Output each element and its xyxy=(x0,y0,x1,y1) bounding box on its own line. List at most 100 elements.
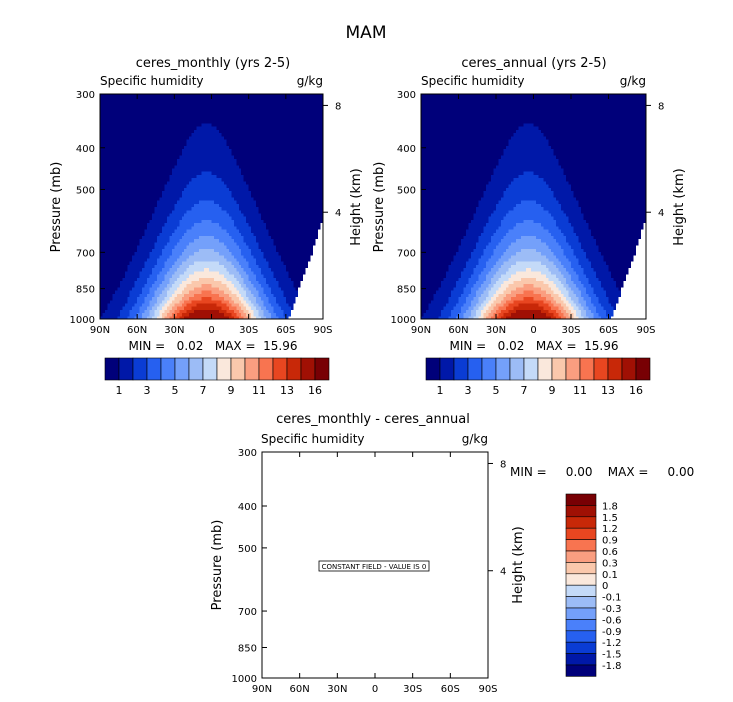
contour-cell xyxy=(107,184,111,188)
contour-cell xyxy=(134,148,138,153)
contour-cell xyxy=(127,312,131,317)
contour-cell xyxy=(152,94,156,98)
contour-cell xyxy=(137,129,141,134)
contour-cell xyxy=(100,299,104,304)
contour-cell xyxy=(147,315,151,320)
contour-cell xyxy=(142,245,146,249)
contour-cell xyxy=(124,306,128,310)
panel-ceres-monthly: ceres_monthly (yrs 2-5) Specific humidit… xyxy=(49,56,364,397)
contour-cell xyxy=(132,248,136,253)
contour-cell xyxy=(109,113,113,118)
contour-cell xyxy=(149,306,153,310)
contour-cell xyxy=(114,190,118,195)
contour-cell xyxy=(119,280,123,285)
contour-cell xyxy=(144,177,148,182)
contour-cell xyxy=(154,161,158,166)
contour-cell xyxy=(137,116,141,121)
contour-cell xyxy=(147,299,151,304)
contour-cell xyxy=(104,270,109,275)
contour-cell xyxy=(142,306,146,310)
contour-cell xyxy=(102,167,106,172)
contour-cell xyxy=(124,312,128,317)
contour-cell xyxy=(127,106,131,111)
contour-cell xyxy=(147,229,151,233)
contour-cell xyxy=(134,302,138,307)
contour-cell xyxy=(102,161,106,166)
contour-cell xyxy=(142,267,146,272)
contour-cell xyxy=(134,113,138,118)
contour-cell xyxy=(156,209,161,214)
figure-title: MAM xyxy=(346,23,387,43)
contour-cell xyxy=(109,139,113,143)
contour-cell xyxy=(142,122,146,127)
contour-cell xyxy=(149,302,153,307)
contour-cell xyxy=(156,238,161,243)
contour-cell xyxy=(149,190,153,195)
contour-cell xyxy=(132,106,136,111)
contour-cell xyxy=(132,315,136,320)
contour-cell xyxy=(139,129,143,134)
contour-cell xyxy=(132,135,136,140)
contour-cell xyxy=(102,238,106,243)
contour-cell xyxy=(102,209,106,214)
contour-cell xyxy=(104,122,109,127)
contour-cell xyxy=(104,103,109,108)
contour-cell xyxy=(154,171,158,175)
contour-cell xyxy=(102,315,106,320)
contour-cell xyxy=(117,206,121,211)
contour-cell xyxy=(149,97,153,102)
contour-cell xyxy=(137,135,141,140)
contour-cell xyxy=(129,277,133,282)
contour-cell xyxy=(119,187,123,192)
contour-cell xyxy=(112,216,116,220)
contour-cell xyxy=(117,232,121,237)
contour-cell xyxy=(124,148,128,153)
contour-cell xyxy=(107,119,111,124)
contour-cell xyxy=(124,103,128,108)
contour-cell xyxy=(122,106,126,111)
contour-cell xyxy=(156,274,161,278)
contour-cell xyxy=(142,222,146,227)
contour-cell xyxy=(109,235,113,240)
contour-cell xyxy=(104,277,109,282)
contour-cell xyxy=(142,274,146,278)
contour-cell xyxy=(129,145,133,150)
contour-cell xyxy=(117,225,121,230)
contour-cell xyxy=(149,203,153,208)
contour-cell xyxy=(154,203,158,208)
contour-cell xyxy=(144,135,148,140)
contour-cell xyxy=(109,171,113,175)
contour-cell xyxy=(104,177,109,182)
contour-cell xyxy=(119,235,123,240)
contour-cell xyxy=(142,309,146,314)
contour-cell xyxy=(139,306,143,310)
contour-cell xyxy=(112,296,116,301)
contour-cell xyxy=(134,212,138,217)
contour-cell xyxy=(122,177,126,182)
contour-cell xyxy=(114,187,118,192)
contour-cell xyxy=(132,119,136,124)
contour-cell xyxy=(109,248,113,253)
contour-cell xyxy=(109,232,113,237)
contour-cell xyxy=(109,148,113,153)
contour-cell xyxy=(134,238,138,243)
contour-cell xyxy=(124,94,128,98)
contour-cell xyxy=(102,283,106,288)
contour-cell xyxy=(102,274,106,278)
contour-cell xyxy=(117,139,121,143)
contour-cell xyxy=(109,206,113,211)
contour-cell xyxy=(149,116,153,121)
contour-cell xyxy=(114,222,118,227)
contour-cell xyxy=(104,190,109,195)
contour-cell xyxy=(117,129,121,134)
contour-cell xyxy=(152,193,156,198)
contour-cell xyxy=(102,139,106,143)
contour-cell xyxy=(152,290,156,294)
contour-cell xyxy=(104,126,109,130)
contour-cell xyxy=(137,277,141,282)
contour-cell xyxy=(154,126,158,130)
contour-cell xyxy=(117,212,121,217)
contour-cell xyxy=(152,257,156,262)
contour-cell xyxy=(137,174,141,179)
contour-cell xyxy=(102,155,106,159)
